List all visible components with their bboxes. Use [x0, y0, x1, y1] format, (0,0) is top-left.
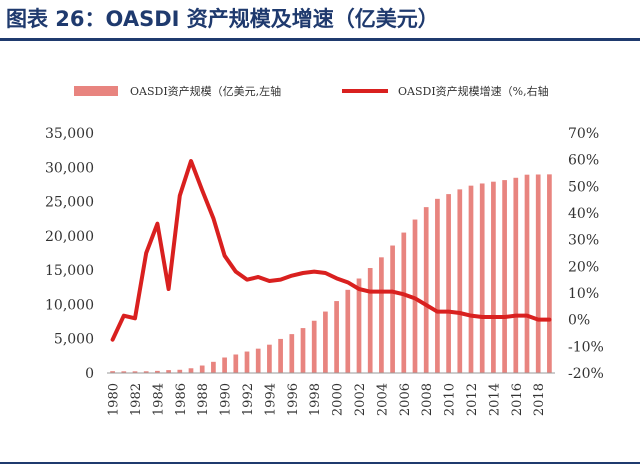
bar [278, 338, 283, 373]
bar [110, 371, 115, 373]
bar [255, 348, 261, 373]
bar [188, 368, 194, 373]
bar [479, 183, 485, 373]
bar [143, 371, 149, 373]
y-right-tick-label: 10% [568, 286, 599, 302]
x-tick-label: 2006 [398, 383, 413, 416]
bar [334, 301, 339, 373]
x-tick-label: 1984 [151, 383, 166, 416]
bar [491, 181, 496, 373]
x-tick-label: 2002 [353, 383, 368, 416]
y-right-tick-label: 30% [568, 233, 599, 249]
x-tick-label: 2010 [443, 383, 458, 416]
bottom-rule [0, 462, 640, 464]
bar [155, 370, 160, 373]
x-tick-label: 1990 [219, 383, 234, 416]
x-tick-label: 1980 [107, 383, 122, 416]
bar-series [110, 174, 552, 373]
right-axis: -20% -10% 0% 10% 20% 30% 40% 50% 60% 70% [568, 126, 604, 382]
y-left-tick-label: 15,000 [45, 263, 94, 279]
bar [535, 174, 541, 373]
legend-label-bar: OASDI资产规模（亿美元,左轴 [130, 84, 281, 98]
y-right-tick-label: 70% [568, 126, 599, 142]
y-right-tick-label: -20% [568, 366, 604, 382]
y-left-tick-label: 10,000 [45, 297, 94, 313]
bar [435, 198, 440, 373]
bar [468, 185, 474, 373]
legend-label-line: OASDI资产规模增速（%,右轴 [398, 84, 549, 98]
bar [457, 189, 463, 373]
bar [423, 207, 429, 373]
legend-swatch-bar [74, 86, 118, 96]
legend: OASDI资产规模（亿美元,左轴 OASDI资产规模增速（%,右轴 [74, 84, 549, 98]
y-right-tick-label: 0% [568, 313, 590, 329]
bar [524, 174, 530, 373]
left-axis: 0 5,000 10,000 15,000 20,000 25,000 30,000 35,0… [45, 126, 94, 382]
bar [177, 369, 183, 373]
x-tick-label: 1994 [263, 383, 278, 416]
bar [300, 328, 306, 373]
x-tick-label: 1996 [286, 383, 301, 416]
bar [267, 344, 272, 373]
bar [132, 371, 138, 373]
bar [502, 180, 507, 373]
y-right-tick-label: -10% [568, 339, 604, 355]
bar [233, 354, 239, 373]
chart: OASDI资产规模（亿美元,左轴 OASDI资产规模增速（%,右轴 0 5,000… [45, 84, 604, 416]
y-left-tick-label: 5,000 [54, 332, 94, 348]
bar [289, 334, 295, 373]
y-left-tick-label: 30,000 [45, 160, 94, 176]
x-tick-label: 2014 [487, 383, 502, 416]
bar [446, 194, 451, 373]
bar [379, 257, 384, 373]
x-tick-label: 1982 [129, 383, 144, 416]
bar [244, 351, 250, 373]
bar [199, 365, 205, 373]
bar [211, 361, 216, 373]
title-rule [0, 38, 640, 41]
bar [367, 268, 373, 373]
x-tick-label: 2008 [420, 383, 435, 416]
x-tick-label: 1986 [174, 383, 189, 416]
x-tick-label: 2018 [532, 383, 547, 416]
x-tick-label: 2016 [510, 383, 525, 416]
bar [513, 177, 519, 373]
line-series [110, 159, 552, 342]
bar [401, 232, 407, 373]
y-left-tick-label: 25,000 [45, 195, 94, 211]
bar [390, 245, 395, 373]
x-tick-label: 1992 [241, 383, 256, 416]
y-right-tick-label: 40% [568, 206, 599, 222]
y-right-tick-label: 50% [568, 179, 599, 195]
growth-line [110, 159, 552, 342]
y-right-tick-label: 60% [568, 153, 599, 169]
x-tick-label: 2004 [375, 383, 390, 416]
y-left-tick-label: 20,000 [45, 229, 94, 245]
bar [311, 320, 317, 373]
bar [222, 357, 227, 373]
bar [166, 370, 171, 373]
bar [356, 278, 362, 373]
bar [345, 289, 351, 373]
y-right-tick-label: 20% [568, 259, 599, 275]
bar [323, 311, 328, 373]
x-tick-label: 1988 [196, 383, 211, 416]
y-left-tick-label: 35,000 [45, 126, 94, 142]
bar [121, 371, 127, 373]
x-tick-label: 1998 [308, 383, 323, 416]
x-tick-label: 2000 [331, 383, 346, 416]
x-axis: 1980 1982 1984 1986 1988 1990 1992 1994 1996 1998… [107, 383, 548, 416]
chart-title: 图表 26：OASDI 资产规模及增速（亿美元） [6, 7, 439, 31]
y-left-tick-label: 0 [85, 366, 94, 382]
bar [547, 174, 552, 373]
x-tick-label: 2012 [465, 383, 480, 416]
